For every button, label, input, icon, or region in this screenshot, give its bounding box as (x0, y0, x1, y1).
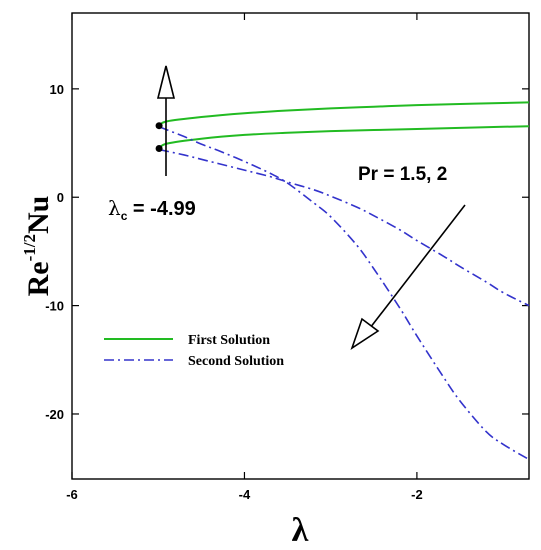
x-axis-title: λ (292, 512, 309, 549)
x-tick-label: -4 (239, 487, 251, 502)
y-tick-label: -20 (45, 407, 64, 422)
y-axis-title-base: Re (22, 261, 55, 296)
y-axis-title: Re-1/2Nu (20, 196, 55, 297)
axis-ticks: -6 -4 -2 -20 -10 0 10 (45, 13, 529, 502)
y-tick-label: 0 (57, 190, 64, 205)
pr-arrow-shaft (369, 204, 466, 329)
second-solution-line-1 (158, 126, 530, 461)
critical-point-marker (155, 144, 163, 152)
series-group (158, 101, 530, 461)
legend-label-first: First Solution (188, 333, 270, 348)
x-tick-label: -2 (411, 487, 423, 502)
y-tick-label: 10 (50, 82, 64, 97)
critical-label-sub: c (121, 209, 128, 223)
y-axis-title-tail: Nu (22, 196, 55, 234)
legend: First Solution Second Solution (104, 333, 284, 369)
x-tick-label: -6 (66, 487, 78, 502)
first-solution-line-2 (158, 125, 530, 150)
first-solution-line-1 (158, 101, 530, 127)
prandtl-label: Pr = 1.5, 2 (358, 164, 447, 185)
pr-arrow-head (350, 317, 380, 350)
y-axis-title-exp: -1/2 (20, 234, 39, 261)
critical-points (155, 122, 163, 152)
critical-label-value: = -4.99 (127, 198, 195, 220)
critical-point-marker (155, 122, 163, 130)
critical-label-lambda: λ (108, 196, 121, 220)
legend-label-second: Second Solution (188, 354, 284, 369)
plot-frame (71, 12, 530, 480)
pr-arrow (350, 204, 466, 350)
critical-arrow (156, 65, 176, 176)
second-solution-line-2 (158, 148, 530, 307)
critical-arrow-head (156, 65, 176, 99)
y-tick-label: -10 (45, 299, 64, 314)
critical-point-label: λc = -4.99 (108, 196, 196, 223)
